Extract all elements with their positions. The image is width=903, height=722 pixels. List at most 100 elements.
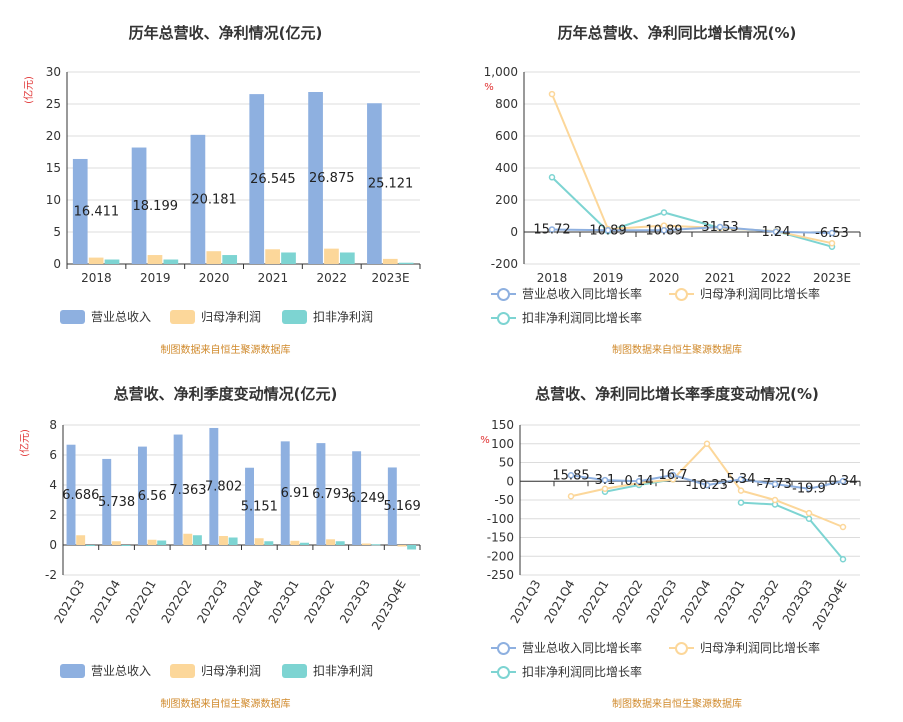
data-point [703,440,711,447]
bar [382,258,398,264]
bar [290,540,300,545]
y-tick-label: 1,000 [484,65,518,79]
data-point [548,174,556,181]
source-note: 制图数据来自恒生聚源数据库 [160,345,291,356]
data-point [601,485,609,492]
legend-label: 营业总收入同比增长率 [522,287,643,301]
y-tick-label: -200 [491,257,518,271]
legend-item-net-profit[interactable]: 归母净利润 [170,308,261,325]
x-tick-label: 2023Q3 [337,578,373,626]
data-point [669,471,677,479]
annual-bar-chart: 0 5 10 15 20 25 30 2018 2019 2020 2021 2022 2023E (亿元… [22,65,421,285]
legend-item-net-profit-growth[interactable]: 归母净利润同比增长率 [669,285,820,302]
data-point [567,493,575,500]
data-point [828,229,836,237]
bar [66,444,76,545]
bar [131,147,147,264]
legend-item-deducted-growth[interactable]: 扣非净利润同比增长率 [491,309,642,326]
legend-label: 归母净利润 [201,310,262,324]
quarter-line-panel: 总营收、净利同比增长率季度变动情况(%) -250 -200 -150 -100 -50… [451,361,903,722]
data-label: 15.72 [533,222,570,237]
data-point [548,226,556,233]
data-point [703,481,711,489]
quarter-bar-panel: 总营收、净利季度变动情况(亿元) -2 0 2 4 6 8 2021Q3 2021Q4 2022… [0,361,451,722]
bar [163,259,179,264]
x-tick-label: 2018 [81,271,112,285]
bar [280,441,290,545]
legend-label: 营业总收入 [91,310,152,324]
data-label: 10.89 [589,223,626,238]
x-tick-label: 2021 [258,271,289,285]
legend-item-revenue[interactable]: 营业总收入 [60,308,151,325]
series-line [551,225,833,235]
x-tick-label: 2022 [316,271,347,285]
annual-bar-panel: 历年总营收、净利情况(亿元) 0 5 10 15 20 25 30 2018 2019 2020 2… [0,0,451,361]
data-point [601,476,609,484]
y-tick-label: 800 [495,97,518,111]
x-tick-label: 2022Q2 [159,578,195,626]
y-tick-label: -50 [494,493,514,507]
bar [407,545,417,550]
x-tick-label: 2022Q3 [644,578,680,626]
bar [361,543,371,545]
data-label: -6.53 [815,226,849,241]
source-note: 制图数据来自恒生聚源数据库 [612,699,742,710]
data-label: 6.793 [312,487,349,502]
data-point [716,223,724,231]
y-tick-label: -150 [487,531,514,545]
y-tick-label: 8 [49,418,57,432]
data-point [771,480,779,488]
annual-line-panel: 历年总营收、净利同比增长情况(%) -200 0 200 400 600 800 1,000… [451,0,903,361]
legend-item-net-profit[interactable]: 归母净利润 [170,662,261,679]
annual-line-chart: -200 0 200 400 600 800 1,000 2018 2019 2020 2021 20… [484,65,861,285]
bar [85,545,95,546]
bar [352,451,362,545]
bar [183,533,193,545]
x-tick-label: 2021Q3 [52,578,88,626]
x-tick-label: 2019 [140,271,171,285]
y-axis-label: % [480,435,490,446]
bar [192,535,202,545]
bar [387,467,397,545]
legend-item-revenue-growth[interactable]: 营业总收入同比增长率 [491,285,642,302]
data-label: 15.85 [552,468,589,483]
bar [324,248,339,264]
data-label: 3.1 [595,473,616,488]
legend-item-revenue-growth[interactable]: 营业总收入同比增长率 [491,639,642,656]
data-label: 16.7 [659,468,688,483]
data-label: 10.89 [645,223,682,238]
x-tick-label: 2022Q1 [123,578,159,626]
y-tick-label: -200 [487,549,514,563]
y-tick-label: 6 [49,448,57,462]
y-tick-label: 10 [46,193,61,207]
data-point [737,499,745,506]
legend-item-deducted[interactable]: 扣非净利润 [282,308,373,325]
legend-label: 扣非净利润同比增长率 [522,665,643,679]
data-label: 7.802 [205,479,242,494]
data-label: -10.23 [686,478,728,493]
legend-item-deducted-growth[interactable]: 扣非净利润同比增长率 [491,663,642,680]
bar [88,257,104,264]
bar [190,134,206,264]
y-tick-label: 0 [510,225,518,239]
y-axis-label: (亿元) [18,429,31,457]
data-point [635,477,643,485]
chart-title: 总营收、净利季度变动情况(亿元) [113,385,338,403]
legend-item-deducted[interactable]: 扣非净利润 [282,662,373,679]
legend-swatch [170,663,195,678]
data-label: 6.56 [138,489,167,504]
bar [308,92,323,264]
x-tick-label: 2022Q4 [230,578,266,626]
data-point [771,496,779,504]
legend-swatch [491,287,516,301]
legend-item-revenue[interactable]: 营业总收入 [60,662,151,679]
y-tick-label: 0 [49,538,57,552]
legend-swatch [282,309,307,324]
y-tick-label: 50 [499,456,514,470]
legend-swatch [282,663,307,678]
data-label: 18.199 [133,199,179,214]
x-tick-label: 2023Q1 [266,578,302,626]
legend-item-net-profit-growth[interactable]: 归母净利润同比增长率 [669,639,820,656]
data-point [660,209,668,216]
